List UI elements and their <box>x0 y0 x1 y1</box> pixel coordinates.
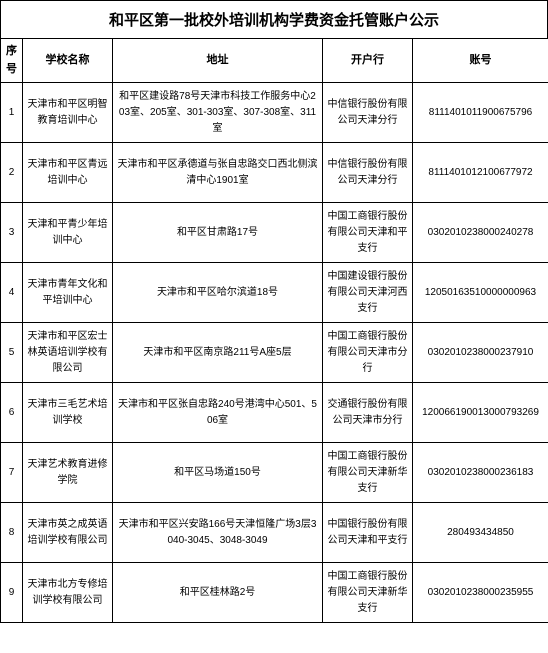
cell-address: 和平区马场道150号 <box>113 443 323 503</box>
cell-address: 和平区桂林路2号 <box>113 563 323 623</box>
table-row: 9 天津市北方专修培训学校有限公司 和平区桂林路2号 中国工商银行股份有限公司天… <box>1 563 548 623</box>
table-body: 1 天津市和平区明智教育培训中心 和平区建设路78号天津市科技工作服务中心203… <box>1 83 548 623</box>
table-row: 1 天津市和平区明智教育培训中心 和平区建设路78号天津市科技工作服务中心203… <box>1 83 548 143</box>
cell-bank: 中国银行股份有限公司天津和平支行 <box>323 503 413 563</box>
cell-bank: 交通银行股份有限公司天津市分行 <box>323 383 413 443</box>
header-address: 地址 <box>113 39 323 83</box>
cell-address: 天津市和平区兴安路166号天津恒隆广场3层3040-3045、3048-3049 <box>113 503 323 563</box>
table-row: 5 天津市和平区宏士林英语培训学校有限公司 天津市和平区南京路211号A座5层 … <box>1 323 548 383</box>
table-row: 4 天津市青年文化和平培训中心 天津市和平区哈尔滨道18号 中国建设银行股份有限… <box>1 263 548 323</box>
cell-address: 天津市和平区南京路211号A座5层 <box>113 323 323 383</box>
cell-account: 120066190013000793269 <box>413 383 548 443</box>
cell-bank: 中信银行股份有限公司天津分行 <box>323 143 413 203</box>
header-row: 序号 学校名称 地址 开户行 账号 <box>1 39 548 83</box>
header-account: 账号 <box>413 39 548 83</box>
cell-bank: 中信银行股份有限公司天津分行 <box>323 83 413 143</box>
cell-index: 3 <box>1 203 23 263</box>
cell-name: 天津艺术教育进修学院 <box>23 443 113 503</box>
header-name: 学校名称 <box>23 39 113 83</box>
header-bank: 开户行 <box>323 39 413 83</box>
cell-bank: 中国工商银行股份有限公司天津和平支行 <box>323 203 413 263</box>
cell-account: 8111401011900675796 <box>413 83 548 143</box>
cell-address: 和平区甘肃路17号 <box>113 203 323 263</box>
cell-name: 天津市三毛艺术培训学校 <box>23 383 113 443</box>
cell-name: 天津市北方专修培训学校有限公司 <box>23 563 113 623</box>
cell-name: 天津市和平区宏士林英语培训学校有限公司 <box>23 323 113 383</box>
table-row: 7 天津艺术教育进修学院 和平区马场道150号 中国工商银行股份有限公司天津新华… <box>1 443 548 503</box>
cell-account: 0302010238000236183 <box>413 443 548 503</box>
cell-index: 2 <box>1 143 23 203</box>
cell-account: 280493434850 <box>413 503 548 563</box>
cell-index: 8 <box>1 503 23 563</box>
cell-account: 0302010238000237910 <box>413 323 548 383</box>
cell-address: 天津市和平区承德道与张自忠路交口西北侧滨清中心1901室 <box>113 143 323 203</box>
table-row: 8 天津市英之成英语培训学校有限公司 天津市和平区兴安路166号天津恒隆广场3层… <box>1 503 548 563</box>
cell-index: 4 <box>1 263 23 323</box>
cell-index: 5 <box>1 323 23 383</box>
cell-account: 12050163510000000963 <box>413 263 548 323</box>
cell-index: 9 <box>1 563 23 623</box>
cell-account: 0302010238000235955 <box>413 563 548 623</box>
cell-address: 天津市和平区张自忠路240号港湾中心501、506室 <box>113 383 323 443</box>
cell-account: 0302010238000240278 <box>413 203 548 263</box>
cell-address: 和平区建设路78号天津市科技工作服务中心203室、205室、301-303室、3… <box>113 83 323 143</box>
cell-account: 8111401012100677972 <box>413 143 548 203</box>
cell-index: 6 <box>1 383 23 443</box>
cell-name: 天津市青年文化和平培训中心 <box>23 263 113 323</box>
header-index: 序号 <box>1 39 23 83</box>
cell-bank: 中国工商银行股份有限公司天津市分行 <box>323 323 413 383</box>
cell-bank: 中国工商银行股份有限公司天津新华支行 <box>323 563 413 623</box>
cell-name: 天津市和平区青远培训中心 <box>23 143 113 203</box>
cell-index: 1 <box>1 83 23 143</box>
cell-index: 7 <box>1 443 23 503</box>
data-table: 序号 学校名称 地址 开户行 账号 1 天津市和平区明智教育培训中心 和平区建设… <box>0 38 548 623</box>
cell-name: 天津市和平区明智教育培训中心 <box>23 83 113 143</box>
table-row: 6 天津市三毛艺术培训学校 天津市和平区张自忠路240号港湾中心501、506室… <box>1 383 548 443</box>
cell-name: 天津和平青少年培训中心 <box>23 203 113 263</box>
cell-bank: 中国工商银行股份有限公司天津新华支行 <box>323 443 413 503</box>
table-row: 2 天津市和平区青远培训中心 天津市和平区承德道与张自忠路交口西北侧滨清中心19… <box>1 143 548 203</box>
cell-address: 天津市和平区哈尔滨道18号 <box>113 263 323 323</box>
cell-bank: 中国建设银行股份有限公司天津河西支行 <box>323 263 413 323</box>
table-row: 3 天津和平青少年培训中心 和平区甘肃路17号 中国工商银行股份有限公司天津和平… <box>1 203 548 263</box>
cell-name: 天津市英之成英语培训学校有限公司 <box>23 503 113 563</box>
document-container: 和平区第一批校外培训机构学费资金托管账户公示 序号 学校名称 地址 开户行 账号… <box>0 0 548 623</box>
page-title: 和平区第一批校外培训机构学费资金托管账户公示 <box>0 0 548 38</box>
